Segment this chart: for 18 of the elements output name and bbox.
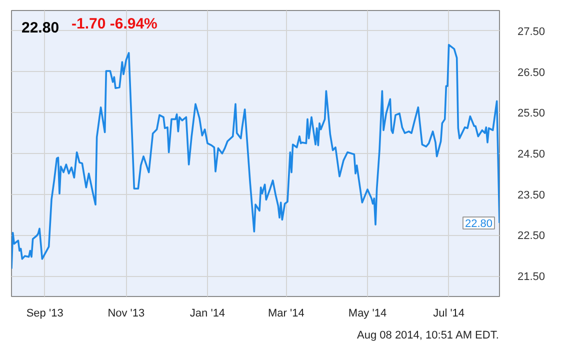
- annotation: 22.80: [464, 218, 493, 230]
- x-tick-label: Sep '13: [26, 308, 64, 320]
- x-tick-label: Nov '13: [108, 308, 145, 320]
- line-series: [12, 44, 500, 270]
- y-tick-label: 25.50: [518, 108, 546, 120]
- text: 22.80: [22, 20, 60, 36]
- x-tick-label: Mar '14: [268, 308, 304, 320]
- text: Aug 08 2014, 10:51 AM EDT.: [357, 330, 499, 342]
- y-tick-label: 24.50: [518, 148, 546, 160]
- x-tick-label: Jul '14: [433, 308, 465, 320]
- x-tick-label: Jan '14: [190, 308, 226, 320]
- y-tick-label: 27.50: [518, 26, 546, 38]
- y-tick-label: 22.50: [518, 230, 546, 242]
- x-tick-label: May '14: [348, 308, 387, 320]
- y-tick-label: 23.50: [518, 189, 546, 202]
- y-tick-label: 21.50: [518, 271, 546, 284]
- y-tick-label: 26.50: [518, 66, 546, 79]
- chart-subtitle: -1.70 -6.94%: [72, 16, 158, 32]
